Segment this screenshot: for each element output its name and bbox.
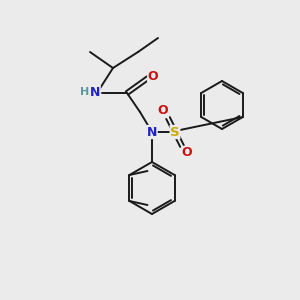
Text: N: N — [147, 125, 157, 139]
Text: N: N — [90, 85, 100, 98]
Text: H: H — [80, 87, 90, 97]
Text: O: O — [158, 104, 168, 118]
Text: O: O — [182, 146, 192, 160]
Text: S: S — [170, 125, 180, 139]
Text: O: O — [148, 70, 158, 83]
